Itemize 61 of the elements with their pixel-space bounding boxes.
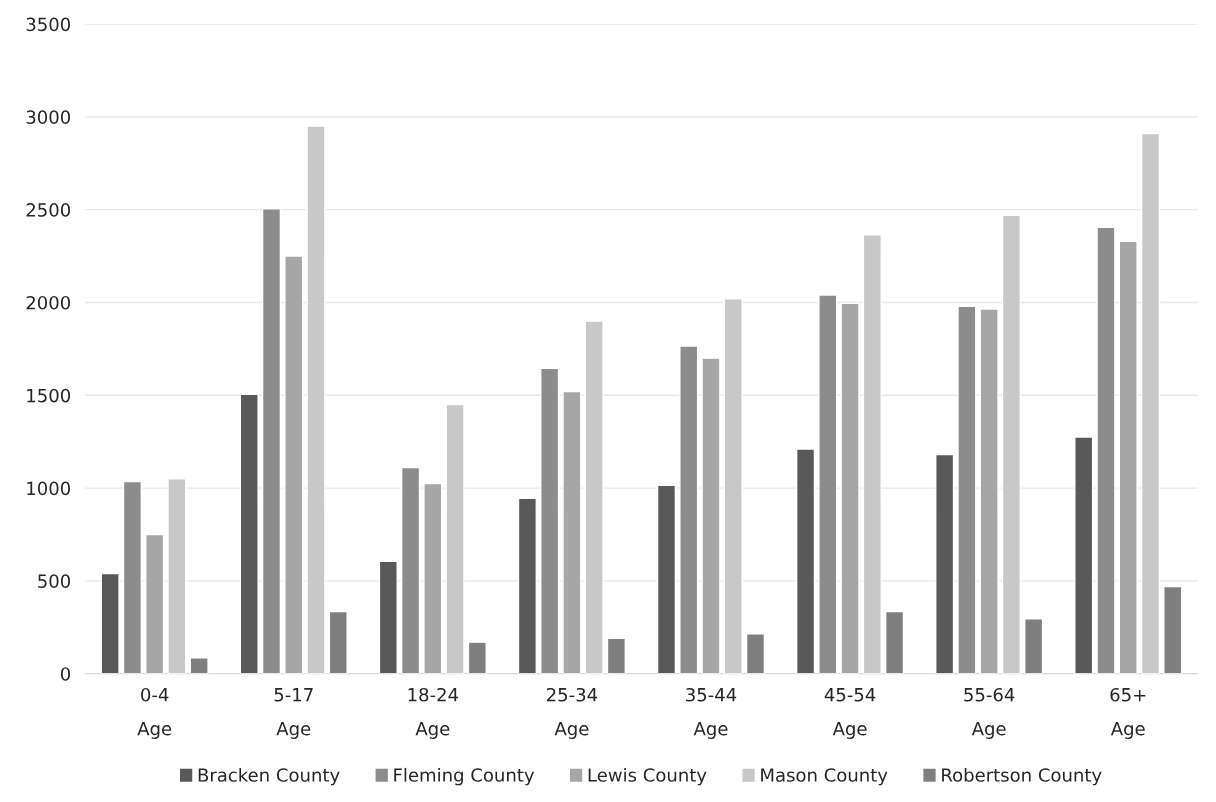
y-tick-label: 3000 bbox=[26, 110, 71, 124]
bar bbox=[656, 484, 677, 674]
bar bbox=[862, 234, 882, 674]
bar bbox=[1140, 132, 1161, 674]
bar bbox=[957, 305, 977, 674]
x-tick-label: 35-44 Age bbox=[686, 687, 737, 739]
x-tick-label: 45-54 Age bbox=[824, 688, 876, 739]
bar bbox=[935, 453, 955, 674]
bar bbox=[584, 320, 604, 674]
bar bbox=[1024, 618, 1044, 674]
bar bbox=[745, 633, 766, 674]
x-tick-label: 25-34 Age bbox=[546, 687, 598, 739]
legend-label: Fleming County bbox=[394, 767, 535, 786]
bar bbox=[701, 357, 721, 674]
bar bbox=[306, 125, 326, 674]
y-tick-label: 1000 bbox=[27, 481, 71, 496]
bar bbox=[445, 403, 465, 674]
bar bbox=[723, 298, 743, 674]
x-tick-label: 0-4 Age bbox=[137, 687, 172, 739]
bar bbox=[795, 448, 816, 674]
legend-label: Mason County bbox=[761, 768, 888, 786]
bar bbox=[239, 393, 259, 674]
bar bbox=[400, 466, 421, 674]
y-tick-label: 1500 bbox=[27, 388, 71, 403]
bar bbox=[284, 255, 304, 674]
bar bbox=[1163, 585, 1183, 674]
bar bbox=[378, 560, 398, 674]
y-tick-label: 2500 bbox=[26, 203, 71, 217]
bar bbox=[467, 641, 487, 674]
x-tick-label: 5-17 Age bbox=[274, 688, 313, 739]
bar bbox=[818, 294, 838, 674]
bar bbox=[1001, 214, 1021, 674]
bar bbox=[328, 610, 348, 674]
bar bbox=[167, 478, 187, 674]
legend-label: Bracken County bbox=[198, 767, 340, 786]
bar bbox=[189, 657, 209, 674]
bar bbox=[840, 302, 860, 674]
bar bbox=[1074, 436, 1094, 674]
legend-label: Lewis County bbox=[588, 767, 707, 786]
bar bbox=[261, 208, 282, 674]
bar bbox=[1118, 240, 1138, 674]
bar bbox=[122, 480, 143, 674]
bar bbox=[562, 390, 582, 674]
x-tick-label: 55-64 Age bbox=[964, 687, 1015, 739]
x-tick-label: 65+ Age bbox=[1110, 687, 1146, 739]
bar bbox=[979, 308, 999, 674]
bar bbox=[145, 533, 165, 674]
bar bbox=[540, 367, 560, 674]
bar bbox=[606, 637, 627, 674]
y-tick-label: 0 bbox=[60, 667, 71, 681]
bar bbox=[679, 345, 699, 674]
bar bbox=[884, 610, 905, 674]
legend-label: Robertson County bbox=[942, 767, 1102, 786]
bar bbox=[1096, 226, 1116, 674]
bar bbox=[423, 482, 443, 674]
bar bbox=[100, 572, 120, 674]
bar bbox=[517, 497, 537, 674]
y-tick-label: 500 bbox=[38, 574, 71, 588]
y-tick-label: 3500 bbox=[26, 17, 71, 32]
y-tick-label: 2000 bbox=[26, 295, 71, 310]
x-tick-label: 18-24 Age bbox=[408, 687, 459, 739]
